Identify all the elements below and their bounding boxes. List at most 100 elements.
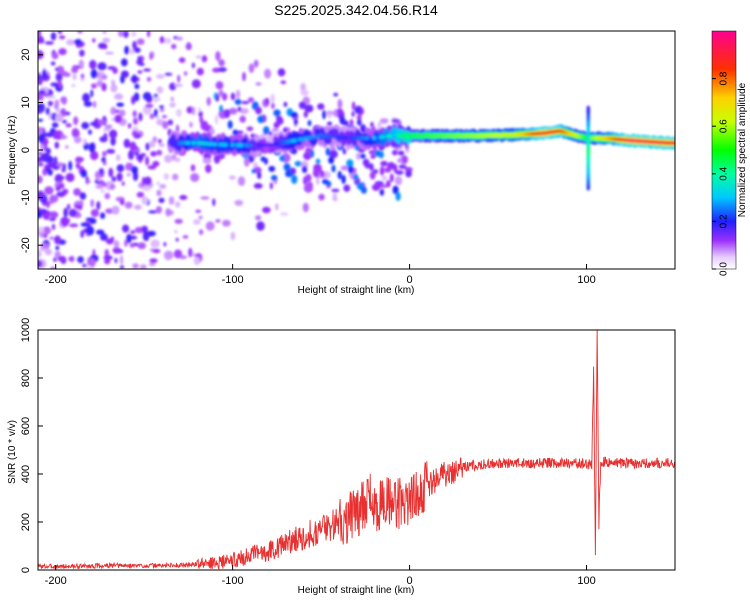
noise-blob <box>398 164 407 169</box>
noise-blob <box>162 121 169 129</box>
ridge-core <box>364 136 370 140</box>
noise-blob <box>38 226 44 233</box>
ridge-core <box>230 143 235 147</box>
noise-blob <box>145 156 150 166</box>
noise-blob <box>227 120 233 129</box>
noise-blob <box>113 240 120 249</box>
noise-blob <box>150 239 160 248</box>
ridge-core <box>292 138 297 143</box>
noise-blob <box>170 96 174 102</box>
noise-blob <box>136 191 145 198</box>
noise-blob <box>285 170 293 178</box>
ridge-core <box>340 135 345 140</box>
noise-blob <box>91 83 97 89</box>
ridge-core <box>343 136 349 140</box>
noise-blob <box>68 160 73 171</box>
noise-blob <box>237 176 246 187</box>
noise-blob <box>346 159 354 168</box>
noise-blob <box>112 67 118 74</box>
noise-blob <box>195 55 202 59</box>
noise-blob <box>65 123 72 128</box>
noise-blob <box>108 167 114 178</box>
noise-blob <box>280 212 289 216</box>
noise-blob <box>44 248 53 256</box>
noise-blob <box>56 191 66 198</box>
noise-blob <box>70 255 75 263</box>
ridge-core <box>403 133 409 138</box>
noise-blob <box>244 156 250 167</box>
spectrogram-ridge <box>167 105 675 191</box>
noise-blob <box>116 164 125 173</box>
noise-blob <box>159 105 165 109</box>
noise-blob <box>241 100 250 105</box>
noise-blob <box>175 108 182 117</box>
noise-blob <box>205 221 215 231</box>
noise-blob <box>161 115 168 119</box>
noise-blob <box>159 184 167 189</box>
noise-blob <box>53 257 57 263</box>
noise-blob <box>149 258 158 264</box>
noise-blob <box>134 148 141 153</box>
noise-blob <box>129 141 137 151</box>
noise-blob <box>110 79 116 84</box>
noise-blob <box>108 129 118 139</box>
noise-blob <box>163 242 167 247</box>
noise-blob <box>54 141 60 149</box>
noise-blob <box>50 61 56 66</box>
noise-blob <box>139 264 147 269</box>
noise-blob <box>124 201 133 209</box>
noise-blob <box>85 225 95 236</box>
noise-blob <box>175 201 181 208</box>
noise-blob <box>142 231 150 242</box>
noise-blob <box>156 181 160 185</box>
noise-blob <box>58 35 66 40</box>
noise-blob <box>283 101 288 108</box>
snr-y-tick-label: 400 <box>20 465 32 483</box>
noise-blob <box>71 83 76 88</box>
noise-blob <box>239 108 249 115</box>
noise-blob <box>56 106 60 114</box>
noise-blob <box>310 149 315 158</box>
noise-blob <box>102 31 107 34</box>
noise-blob <box>73 188 81 196</box>
noise-blob <box>101 74 108 80</box>
noise-blob <box>163 37 172 44</box>
noise-blob <box>253 59 259 68</box>
noise-blob <box>369 163 374 171</box>
snr-y-label: SNR (10 * v/v) <box>7 420 18 484</box>
ridge-core <box>212 142 218 147</box>
noise-blob <box>49 217 56 222</box>
ridge-body <box>197 133 203 143</box>
noise-blob <box>188 247 193 258</box>
noise-blob <box>87 179 91 184</box>
noise-blob <box>198 110 203 117</box>
noise-blob <box>337 98 343 109</box>
noise-blob <box>50 266 56 269</box>
noise-blob <box>66 39 75 46</box>
snr-y-tick-label: 1000 <box>20 318 32 342</box>
noise-blob <box>106 149 116 154</box>
noise-blob <box>158 197 165 203</box>
noise-blob <box>123 31 129 38</box>
noise-blob <box>340 165 349 171</box>
noise-blob <box>393 163 398 173</box>
noise-blob <box>88 129 92 135</box>
noise-blob <box>276 117 284 125</box>
noise-blob <box>50 32 57 41</box>
noise-blob <box>172 173 179 181</box>
ridge-core <box>361 136 366 140</box>
noise-blob <box>96 80 104 87</box>
noise-blob <box>149 52 153 60</box>
noise-blob <box>145 103 154 109</box>
noise-blob <box>343 184 351 192</box>
noise-blob <box>136 38 145 45</box>
noise-blob <box>342 120 349 126</box>
noise-blob <box>147 165 157 170</box>
noise-blob <box>141 196 149 205</box>
noise-blob <box>118 31 125 37</box>
noise-blob <box>394 176 403 186</box>
noise-blob <box>90 89 94 98</box>
noise-blob <box>199 229 204 236</box>
